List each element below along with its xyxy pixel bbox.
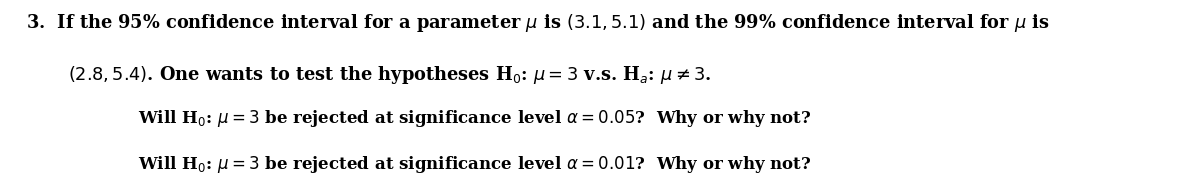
Text: $(2.8, 5.4)$. One wants to test the hypotheses H$_0$: $\mu = 3$ v.s. H$_a$: $\mu: $(2.8, 5.4)$. One wants to test the hypo… (68, 64, 712, 86)
Text: Will H$_0$: $\mu = 3$ be rejected at significance level $\alpha = 0.05$?  Why or: Will H$_0$: $\mu = 3$ be rejected at sig… (138, 108, 811, 129)
Text: 3.  If the 95% confidence interval for a parameter $\mu$ is $(3.1, 5.1)$ and the: 3. If the 95% confidence interval for a … (26, 12, 1050, 34)
Text: Will H$_0$: $\mu = 3$ be rejected at significance level $\alpha = 0.01$?  Why or: Will H$_0$: $\mu = 3$ be rejected at sig… (138, 154, 811, 175)
